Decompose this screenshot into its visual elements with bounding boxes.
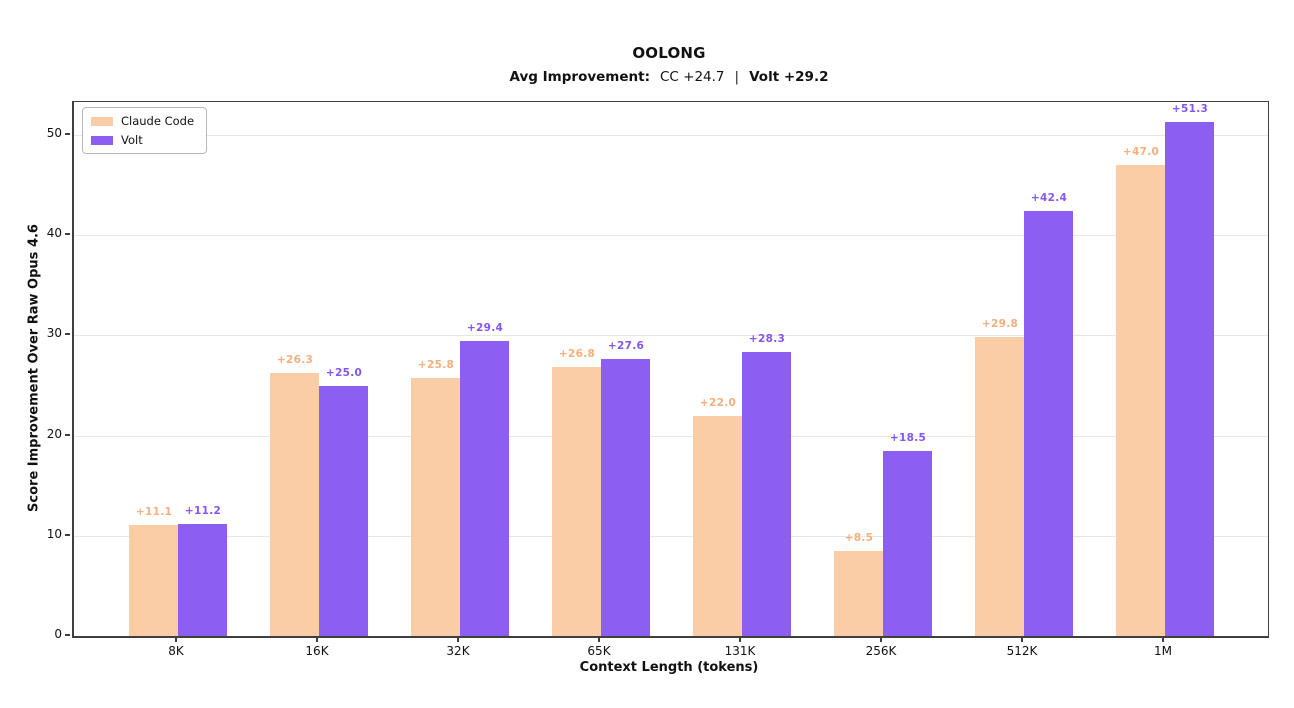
x-tick-label-512k: 512K <box>1006 644 1038 658</box>
y-tick-mark-30 <box>65 333 70 335</box>
bar-claude-code-1m <box>1116 165 1165 636</box>
bar-value-label-claude-code-8k: +11.1 <box>135 506 173 518</box>
bar-value-label-claude-code-131k: +22.0 <box>699 397 737 409</box>
bar-volt-65k <box>601 359 650 636</box>
bar-value-label-claude-code-32k: +25.8 <box>417 359 455 371</box>
x-tick-mark-131k <box>739 637 741 642</box>
x-tick-label-32k: 32K <box>446 644 470 658</box>
bar-claude-code-16k <box>270 373 319 636</box>
y-tick-label-30: 30 <box>46 326 62 340</box>
x-tick-label-65k: 65K <box>587 644 611 658</box>
bar-value-label-volt-65k: +27.6 <box>607 340 645 352</box>
subtitle-separator: | <box>734 69 740 85</box>
y-tick-label-40: 40 <box>46 226 62 240</box>
bar-claude-code-8k <box>129 525 178 636</box>
y-tick-mark-0 <box>65 634 70 636</box>
x-tick-mark-8k <box>175 637 177 642</box>
x-tick-mark-32k <box>457 637 459 642</box>
x-tick-mark-1m <box>1162 637 1164 642</box>
bar-claude-code-256k <box>834 551 883 636</box>
y-axis-label: Score Improvement Over Raw Opus 4.6 <box>26 224 42 512</box>
bar-volt-256k <box>883 451 932 636</box>
subtitle-volt-value: Volt +29.2 <box>749 69 829 85</box>
chart-title: OOLONG <box>632 44 706 62</box>
x-tick-mark-16k <box>316 637 318 642</box>
x-tick-label-1m: 1M <box>1154 644 1172 658</box>
chart-subtitle: Avg Improvement: CC +24.7 | Volt +29.2 <box>72 69 1266 85</box>
bar-value-label-volt-1m: +51.3 <box>1171 103 1209 115</box>
y-tick-label-10: 10 <box>46 527 62 541</box>
bar-value-label-claude-code-256k: +8.5 <box>844 532 874 544</box>
legend: Claude Code Volt <box>82 107 208 154</box>
y-tick-mark-50 <box>65 133 70 135</box>
legend-item-claude-code: Claude Code <box>91 114 194 128</box>
bar-value-label-volt-16k: +25.0 <box>325 367 363 379</box>
bar-claude-code-65k <box>552 367 601 636</box>
legend-item-volt: Volt <box>91 133 194 147</box>
bar-value-label-claude-code-65k: +26.8 <box>558 348 596 360</box>
bar-claude-code-32k <box>411 378 460 636</box>
bar-value-label-volt-131k: +28.3 <box>748 333 786 345</box>
bar-volt-1m <box>1165 122 1214 636</box>
bar-value-label-volt-256k: +18.5 <box>889 432 927 444</box>
gridline-20 <box>74 436 1268 437</box>
y-tick-mark-20 <box>65 434 70 436</box>
bar-value-label-claude-code-16k: +26.3 <box>276 354 314 366</box>
x-tick-mark-256k <box>880 637 882 642</box>
bar-claude-code-512k <box>975 337 1024 636</box>
y-tick-mark-40 <box>65 233 70 235</box>
bar-volt-16k <box>319 386 368 636</box>
legend-swatch-icon-claude-code <box>91 116 113 126</box>
bar-volt-131k <box>742 352 791 636</box>
x-tick-label-16k: 16K <box>305 644 329 658</box>
x-tick-mark-512k <box>1021 637 1023 642</box>
y-tick-label-0: 0 <box>54 627 62 641</box>
bar-claude-code-131k <box>693 416 742 636</box>
legend-label-claude-code: Claude Code <box>121 114 195 128</box>
bar-value-label-volt-8k: +11.2 <box>184 505 222 517</box>
bar-value-label-volt-512k: +42.4 <box>1030 192 1068 204</box>
gridline-50 <box>74 135 1268 136</box>
y-tick-mark-10 <box>65 534 70 536</box>
y-tick-label-50: 50 <box>46 126 62 140</box>
bar-volt-8k <box>178 524 227 636</box>
x-tick-label-131k: 131K <box>724 644 756 658</box>
x-axis-label: Context Length (tokens) <box>579 660 759 675</box>
subtitle-prefix: Avg Improvement: <box>509 69 650 85</box>
plot-area: +11.1 +11.2 +26.3 +25.0 +25.8 +29.4 +26.8 +27.6… <box>72 101 1269 638</box>
gridline-30 <box>74 335 1268 336</box>
bar-volt-32k <box>460 341 509 636</box>
bar-value-label-volt-32k: +29.4 <box>466 322 504 334</box>
bar-value-label-claude-code-1m: +47.0 <box>1122 146 1160 158</box>
gridline-40 <box>74 235 1268 236</box>
bar-value-label-claude-code-512k: +29.8 <box>981 318 1019 330</box>
bar-volt-512k <box>1024 211 1073 636</box>
legend-label-volt: Volt <box>121 133 143 147</box>
gridline-10 <box>74 536 1268 537</box>
legend-swatch-icon-volt <box>91 135 113 145</box>
x-tick-label-256k: 256K <box>865 644 897 658</box>
y-tick-label-20: 20 <box>46 427 62 441</box>
subtitle-cc-value: CC +24.7 <box>660 69 725 85</box>
x-tick-label-8k: 8K <box>168 644 184 658</box>
x-tick-mark-65k <box>598 637 600 642</box>
